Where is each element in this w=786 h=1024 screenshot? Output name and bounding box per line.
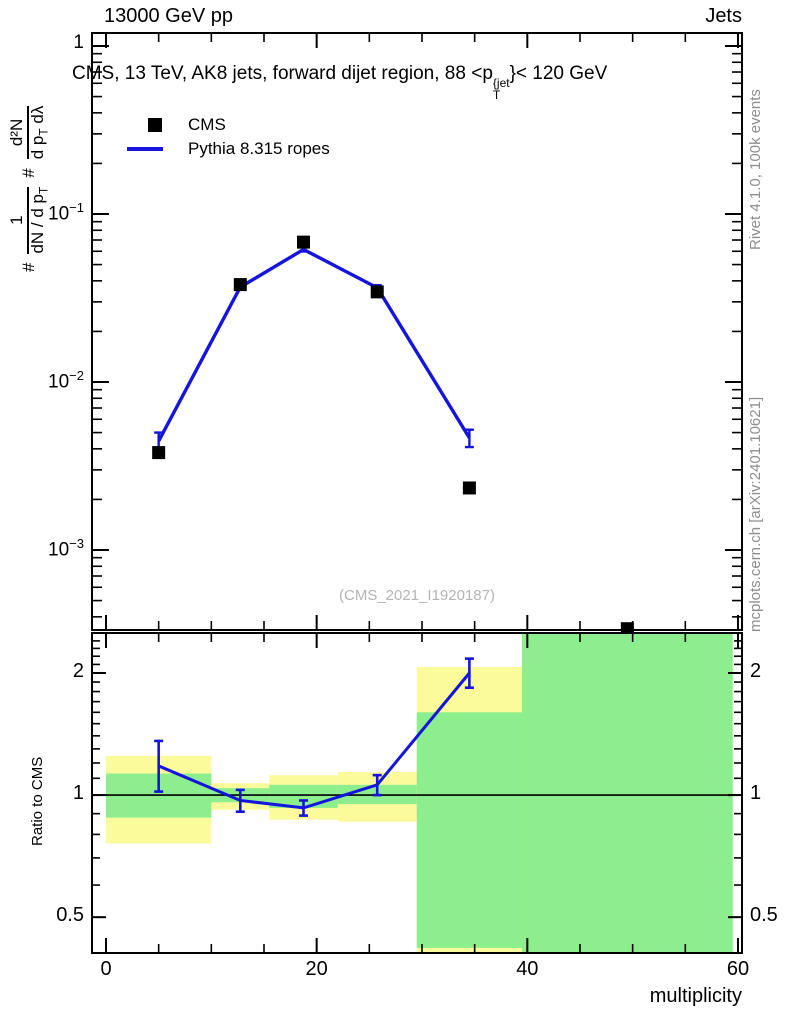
ratio-ytick-label-right: 2 — [750, 660, 762, 682]
ylabel-hash-2: # — [19, 168, 39, 178]
plot-title: CMS, 13 TeV, AK8 jets, forward dijet reg… — [72, 63, 608, 102]
plot-title-supsub: {jet T — [492, 75, 510, 102]
header-analysis-group: Jets — [705, 5, 742, 27]
watermark-analysis-id: (CMS_2021_I1920187) — [339, 587, 495, 604]
mcplots-arxiv-text: mcplots.cern.ch [arXiv:2401.10621] — [747, 396, 764, 632]
plot-title-pre: CMS, 13 TeV, AK8 jets, forward dijet reg… — [72, 63, 493, 84]
ratio-ytick-label-right: 1 — [750, 782, 762, 805]
xtick-label: 0 — [100, 958, 112, 980]
ylabel-fraction-2: d²N d pT dλ — [7, 105, 51, 160]
main-ytick-label: 10−1 — [48, 199, 84, 225]
ylabel-frac1-num: 1 — [7, 215, 26, 225]
ylabel-frac2-den: d pT dλ — [27, 105, 51, 160]
main-ytick-label: 10−2 — [48, 367, 84, 393]
ratio-ytick-label-left: 2 — [72, 660, 84, 682]
rivet-version-text: Rivet 4.1.0, 100k events — [747, 89, 764, 250]
x-axis-label: multiplicity — [649, 985, 742, 1007]
legend-label-cms: CMS — [188, 115, 226, 134]
plot-title-post: }< 120 GeV — [509, 63, 608, 84]
plot-title-sub: T — [492, 88, 501, 102]
xtick-label: 40 — [516, 958, 539, 980]
ratio-ytick-label-right: 0.5 — [750, 904, 778, 927]
xtick-label: 60 — [726, 958, 750, 980]
ratio-ytick-label-left: 1 — [72, 782, 84, 805]
ylabel-frac2-num: d²N — [7, 118, 26, 147]
legend-marker-pythia — [127, 147, 163, 151]
legend-label-pythia: Pythia 8.315 ropes — [188, 139, 330, 158]
ratio-ytick-label-left: 0.5 — [56, 904, 84, 927]
plot-title-sup: {jet — [492, 76, 510, 90]
header-beam-energy: 13000 GeV pp — [104, 5, 233, 27]
main-ytick-label: 10−3 — [48, 535, 84, 561]
ylabel-hash-1: # — [19, 262, 39, 272]
legend-marker-cms — [148, 118, 162, 132]
main-ytick-label: 1 — [73, 31, 84, 53]
main-y-axis-label: # 1 dN / d pT # d²N d pT dλ — [7, 105, 51, 272]
xtick-label: 20 — [305, 958, 328, 980]
